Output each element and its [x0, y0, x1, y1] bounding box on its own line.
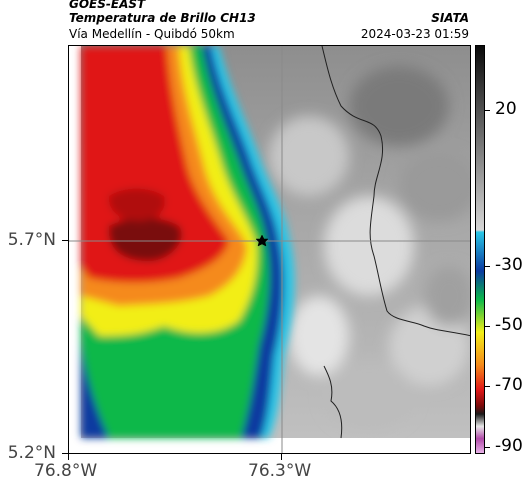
convective-cloud: [81, 46, 295, 438]
colorbar-label: -70: [495, 375, 523, 395]
colorbar-label: -90: [495, 436, 523, 456]
colorbar-tick: [485, 110, 490, 111]
border-line: [321, 46, 470, 337]
y-tick-label: 5.7°N: [7, 230, 56, 250]
star-icon: [255, 234, 269, 247]
source-label: GOES-EAST: [69, 0, 146, 11]
colorbar-tick: [485, 326, 490, 327]
border-line-south: [323, 365, 343, 439]
colorbar-tick: [485, 447, 490, 448]
timestamp-label: 2024-03-23 01:59: [360, 27, 469, 41]
colorbar-label: -50: [495, 315, 523, 335]
satellite-map: [68, 45, 471, 454]
colorbar-tick: [485, 266, 490, 267]
organization-label: SIATA: [431, 11, 469, 25]
y-tickmark-5.7: [62, 240, 68, 241]
x-tick-label: 76.8°W: [34, 461, 98, 481]
route-subtitle: Vía Medellín - Quibdó 50km: [69, 27, 235, 41]
x-tickmark-76.3: [281, 454, 282, 460]
y-tickmark-5.2: [62, 453, 68, 454]
colorbar-label: -30: [495, 255, 523, 275]
brightness-temperature-field: [69, 46, 470, 453]
colorbar-label: 20: [495, 99, 517, 119]
colorbar: [475, 45, 485, 454]
x-tickmark-76.8: [68, 454, 69, 460]
product-title: Temperatura de Brillo CH13: [69, 11, 256, 25]
x-tick-label: 76.3°W: [248, 461, 312, 481]
y-tick-label: 5.2°N: [7, 443, 56, 463]
gray-texture: [269, 66, 470, 431]
colorbar-tick: [485, 386, 490, 387]
